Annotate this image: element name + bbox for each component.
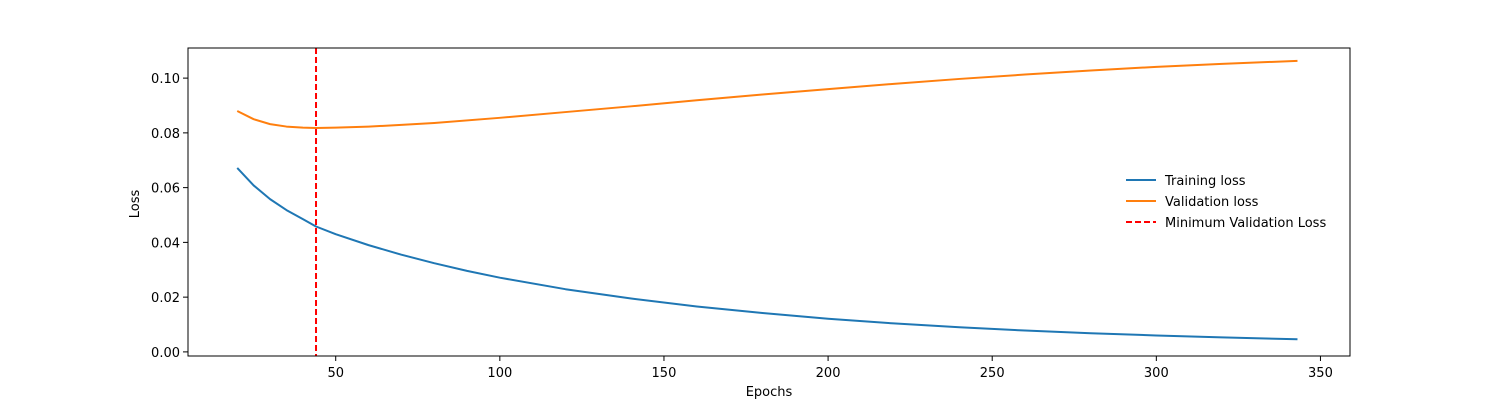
legend: Training loss Validation loss Minimum Va… <box>1126 174 1326 231</box>
y-tick-label: 0.02 <box>151 291 180 306</box>
legend-label-training: Training loss <box>1164 174 1246 189</box>
x-tick-label: 350 <box>1308 366 1333 381</box>
y-tick-label: 0.08 <box>151 127 180 142</box>
plot-frame <box>187 47 1351 357</box>
x-axis-ticks: 50 100 150 200 250 300 350 <box>327 356 1333 381</box>
y-tick-label: 0.06 <box>151 182 180 197</box>
y-axis-title: Loss <box>128 190 143 219</box>
y-tick-label: 0.00 <box>151 346 180 361</box>
x-tick-label: 100 <box>487 366 512 381</box>
x-tick-label: 300 <box>1144 366 1169 381</box>
series-line-1 <box>236 59 1298 129</box>
x-axis-title: Epochs <box>746 385 793 400</box>
y-tick-label: 0.04 <box>151 236 180 251</box>
x-tick-label: 50 <box>327 366 344 381</box>
y-tick-label: 0.10 <box>151 72 180 87</box>
x-tick-label: 250 <box>980 366 1005 381</box>
legend-label-min-val: Minimum Validation Loss <box>1165 216 1326 231</box>
plot-lines <box>236 48 1298 356</box>
legend-label-validation: Validation loss <box>1165 195 1259 210</box>
series-line-0 <box>236 167 1298 341</box>
x-tick-label: 150 <box>652 366 677 381</box>
y-axis-ticks: 0.00 0.02 0.04 0.06 0.08 0.10 <box>151 72 188 361</box>
x-tick-label: 200 <box>816 366 841 381</box>
